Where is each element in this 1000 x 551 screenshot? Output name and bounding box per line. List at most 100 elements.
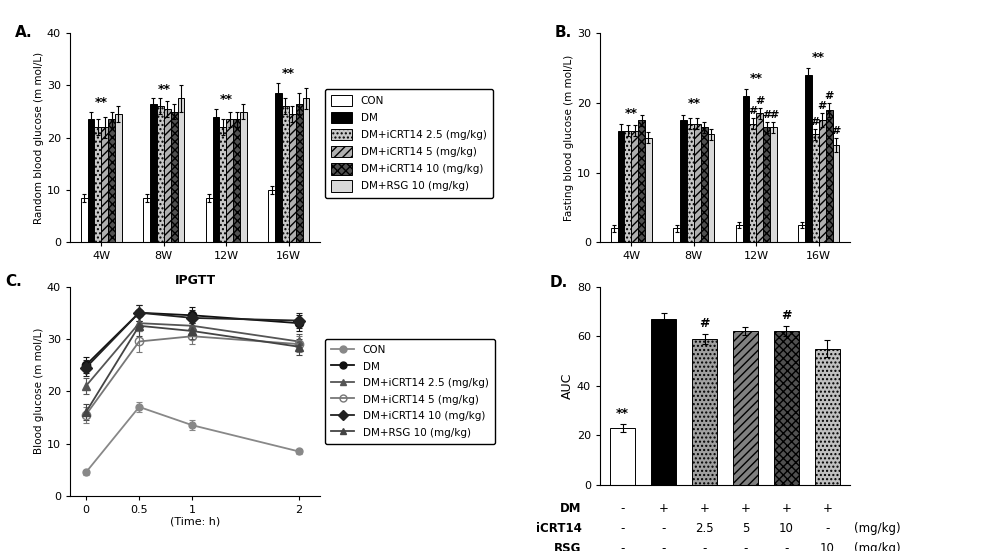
Text: **: ** <box>750 72 763 85</box>
Text: +: + <box>782 502 791 515</box>
Bar <box>763 127 770 242</box>
Bar <box>680 120 687 242</box>
Text: -: - <box>620 542 625 551</box>
Bar <box>157 106 164 242</box>
Bar <box>282 106 289 242</box>
Bar <box>815 349 840 485</box>
Text: **: ** <box>625 107 638 120</box>
Bar <box>101 127 108 242</box>
Bar <box>736 225 742 242</box>
Text: -: - <box>825 522 830 535</box>
Bar <box>770 127 777 242</box>
Text: #: # <box>818 101 827 111</box>
Bar <box>206 198 212 242</box>
Bar <box>638 120 645 242</box>
Title: IPGTT: IPGTT <box>174 273 216 287</box>
Text: +: + <box>741 502 750 515</box>
Text: #: # <box>762 110 771 120</box>
Text: 2.5: 2.5 <box>695 522 714 535</box>
Bar <box>88 120 94 242</box>
Bar <box>178 99 184 242</box>
Bar <box>631 131 638 242</box>
Bar <box>618 131 624 242</box>
Legend: CON, DM, DM+iCRT14 2.5 (mg/kg), DM+iCRT14 5 (mg/kg), DM+iCRT14 10 (mg/kg), DM+RS: CON, DM, DM+iCRT14 2.5 (mg/kg), DM+iCRT1… <box>325 339 495 444</box>
Bar <box>611 229 618 242</box>
Text: **: ** <box>616 407 629 420</box>
Bar <box>296 104 302 242</box>
Text: **: ** <box>220 93 233 106</box>
Bar <box>774 331 799 485</box>
Text: (mg/kg): (mg/kg) <box>854 542 901 551</box>
Text: A.: A. <box>15 25 33 40</box>
Text: #: # <box>699 317 710 330</box>
Bar <box>687 124 694 242</box>
Text: +: + <box>659 502 668 515</box>
Text: **: ** <box>95 96 108 109</box>
Text: RSG: RSG <box>554 542 582 551</box>
Text: 10: 10 <box>779 522 794 535</box>
Bar <box>798 225 805 242</box>
Bar <box>233 120 240 242</box>
X-axis label: (Time: h): (Time: h) <box>170 516 220 526</box>
Bar <box>742 96 749 242</box>
Bar <box>171 111 178 242</box>
Y-axis label: AUC: AUC <box>561 372 574 399</box>
Bar <box>275 93 282 242</box>
Bar <box>645 138 652 242</box>
Text: 5: 5 <box>742 522 749 535</box>
Bar <box>610 428 635 485</box>
Text: #: # <box>748 106 758 116</box>
Bar <box>226 120 233 242</box>
Bar <box>212 117 219 242</box>
Y-axis label: Random blood glucose (m mol/L): Random blood glucose (m mol/L) <box>34 52 44 224</box>
Bar <box>268 190 275 242</box>
Text: **: ** <box>687 97 700 110</box>
Text: #: # <box>769 110 778 120</box>
Bar <box>108 120 115 242</box>
Bar <box>749 124 756 242</box>
Text: C.: C. <box>5 274 22 289</box>
Bar <box>673 229 680 242</box>
Text: -: - <box>702 542 707 551</box>
Y-axis label: Blood glucose (m mol/L): Blood glucose (m mol/L) <box>34 328 44 455</box>
Bar <box>164 109 171 242</box>
Bar <box>115 114 122 242</box>
Bar <box>819 120 826 242</box>
Text: -: - <box>620 522 625 535</box>
Bar <box>94 127 101 242</box>
Bar <box>150 104 157 242</box>
Y-axis label: Fasting blood glucose (m mol/L): Fasting blood glucose (m mol/L) <box>564 55 574 221</box>
Text: +: + <box>823 502 832 515</box>
Text: (mg/kg): (mg/kg) <box>854 522 901 535</box>
Bar <box>832 145 839 242</box>
Bar <box>143 198 150 242</box>
Text: DM: DM <box>560 502 582 515</box>
Text: B.: B. <box>555 25 572 40</box>
Text: -: - <box>784 542 789 551</box>
Text: 10: 10 <box>820 542 835 551</box>
Text: -: - <box>661 542 666 551</box>
Bar <box>756 114 763 242</box>
Bar <box>692 338 717 485</box>
Text: #: # <box>781 310 792 322</box>
Text: #: # <box>811 117 820 127</box>
Text: iCRT14: iCRT14 <box>536 522 582 535</box>
Bar <box>708 134 714 242</box>
Text: #: # <box>824 91 834 101</box>
Text: #: # <box>831 126 841 136</box>
Bar <box>240 111 247 242</box>
Text: D.: D. <box>550 274 568 290</box>
Text: **: ** <box>282 67 295 80</box>
Bar <box>81 198 88 242</box>
Bar <box>624 131 631 242</box>
Bar <box>289 114 296 242</box>
Bar <box>651 318 676 485</box>
Bar <box>826 110 832 242</box>
Text: -: - <box>661 522 666 535</box>
Bar <box>733 331 758 485</box>
Bar <box>302 99 309 242</box>
Text: **: ** <box>812 51 825 64</box>
Text: #: # <box>755 96 764 106</box>
Bar <box>701 127 708 242</box>
Bar <box>219 127 226 242</box>
